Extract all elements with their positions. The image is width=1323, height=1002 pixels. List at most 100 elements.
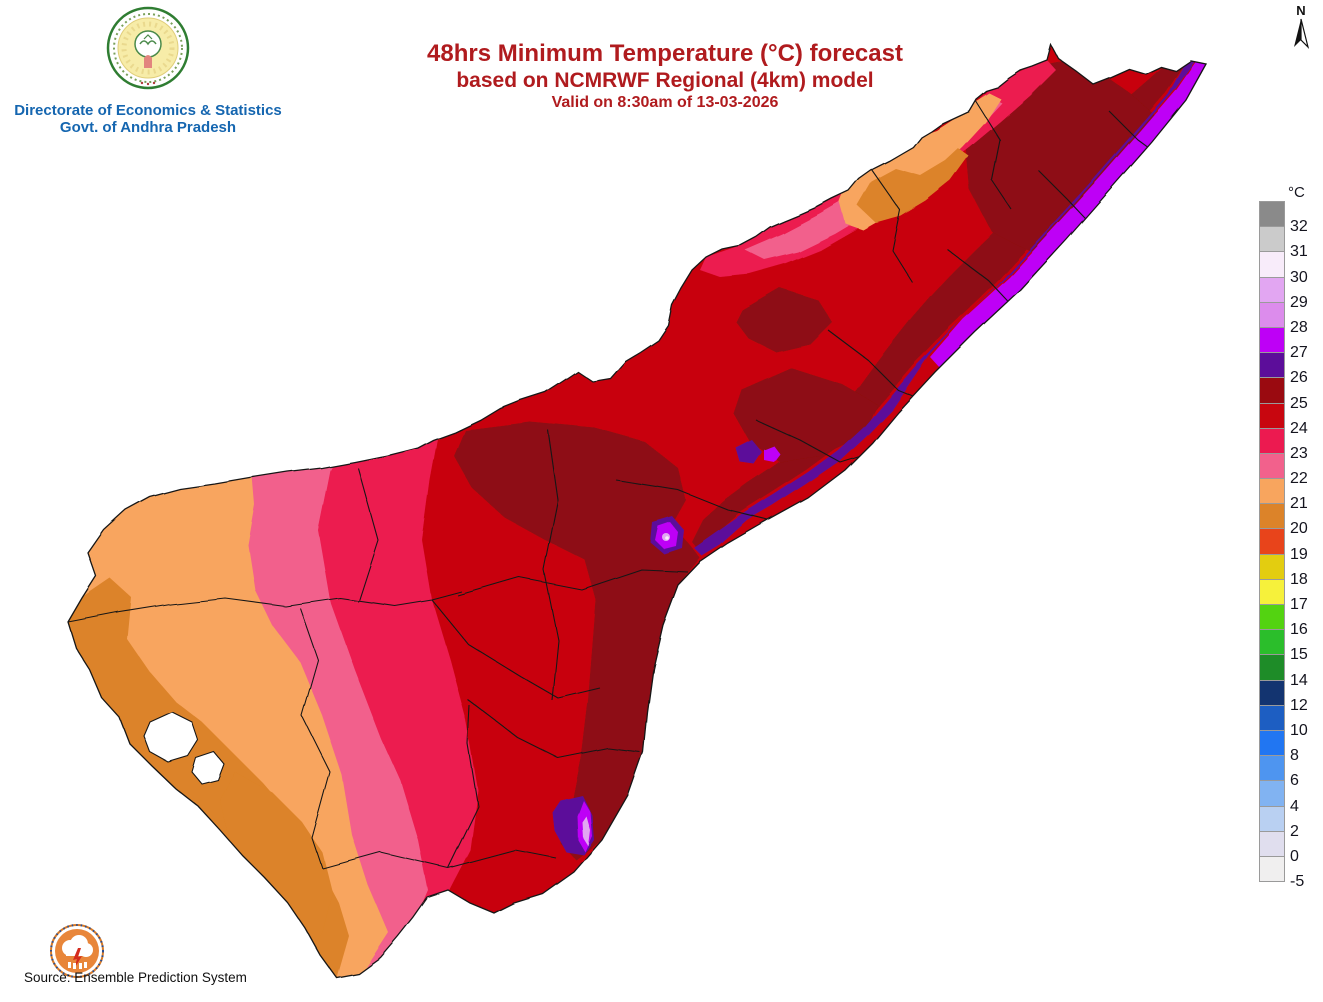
legend-entry: 4	[1259, 780, 1299, 815]
temp-band-25-26	[734, 368, 877, 462]
legend-value-label: 21	[1290, 495, 1308, 513]
legend-swatch	[1259, 427, 1285, 454]
legend-swatch	[1259, 276, 1285, 303]
legend-value-label: 18	[1290, 570, 1308, 588]
legend-entry: 27	[1259, 326, 1308, 361]
temp-band-30plus	[665, 536, 669, 540]
enclave-hole	[191, 751, 225, 785]
legend-entry: 32	[1259, 201, 1308, 235]
legend-entry: 0	[1259, 830, 1299, 865]
temp-band-20-21	[220, 772, 332, 976]
legend-value-label: 32	[1290, 218, 1308, 236]
north-arrow: N	[1286, 4, 1316, 54]
legend-swatch	[1259, 301, 1285, 328]
temp-band-28-30	[582, 816, 590, 846]
legend-entry: 26	[1259, 352, 1308, 386]
legend-entry: 6	[1259, 755, 1299, 789]
temp-band-26-27	[736, 440, 762, 464]
temp-band-27-28	[1172, 62, 1206, 108]
legend-swatch	[1259, 729, 1285, 757]
legend-value-label: 24	[1290, 419, 1308, 437]
north-label: N	[1296, 3, 1306, 18]
legend-swatch	[1259, 755, 1285, 782]
legend-entry: 25	[1259, 377, 1308, 412]
legend-value-label: 16	[1290, 621, 1308, 639]
legend-swatch	[1259, 226, 1285, 253]
legend-value-label: 2	[1290, 822, 1299, 840]
legend-entry: 23	[1259, 427, 1308, 462]
legend-value-label: 6	[1290, 772, 1299, 790]
legend-swatch	[1259, 604, 1285, 631]
legend-entry: 12	[1259, 679, 1308, 714]
legend-entry: 15	[1259, 629, 1308, 663]
legend-entry: 20	[1259, 503, 1308, 537]
legend-swatch	[1259, 780, 1285, 807]
legend-swatch	[1259, 402, 1285, 429]
legend-value-label: 17	[1290, 596, 1308, 613]
legend-swatch	[1259, 251, 1285, 278]
legend-value-label: 12	[1290, 696, 1308, 714]
legend-swatch	[1259, 326, 1285, 354]
legend-value-label: 20	[1290, 520, 1308, 538]
legend-value-label: 30	[1290, 268, 1308, 286]
legend-swatch	[1259, 679, 1285, 706]
legend-swatch	[1259, 629, 1285, 656]
legend-entry: 30	[1259, 251, 1308, 286]
legend-swatch	[1259, 201, 1285, 228]
org-block: Directorate of Economics & Statistics Go…	[8, 6, 288, 136]
temp-band-27-28	[764, 446, 780, 462]
legend-entry: 2	[1259, 805, 1299, 840]
legend-swatch	[1259, 805, 1285, 832]
legend-unit-label: °C	[1288, 184, 1305, 201]
legend-entries: 32 31 30 29 28 27 26 25 24 23 22 21 20 19 18 17 16 15 14 12…	[1259, 201, 1308, 890]
map-title-block: 48hrs Minimum Temperature (°C) forecast …	[340, 40, 990, 113]
legend-entry: 10	[1259, 704, 1308, 739]
legend-entry: 19	[1259, 528, 1308, 563]
legend-value-label: 25	[1290, 394, 1308, 412]
legend-entry: 14	[1259, 654, 1308, 689]
legend-value-label: 14	[1290, 671, 1308, 689]
temp-band-25-26	[736, 288, 832, 352]
state-outline	[67, 44, 1208, 978]
legend-swatch	[1259, 503, 1285, 530]
legend-swatch	[1259, 377, 1285, 404]
org-name-line2: Govt. of Andhra Pradesh	[59, 119, 237, 136]
legend-swatch	[1259, 553, 1285, 580]
legend-value-label: 26	[1290, 369, 1308, 387]
legend-entry: 28	[1259, 301, 1308, 336]
valid-time-label: Valid on 8:30am of 13-03-2026	[551, 94, 779, 111]
legend-swatch	[1259, 578, 1285, 605]
legend-value-label: 27	[1290, 344, 1308, 362]
enclave-hole	[143, 711, 199, 763]
legend-entry: 29	[1259, 276, 1308, 311]
legend-entry: 24	[1259, 402, 1308, 437]
legend-entry: 21	[1259, 478, 1308, 512]
legend-entry: 18	[1259, 553, 1308, 588]
legend-entry: -5	[1259, 855, 1304, 890]
legend-entry: 31	[1259, 226, 1308, 260]
legend-value-label: 31	[1290, 243, 1308, 261]
legend-value-label: 19	[1290, 545, 1308, 563]
legend-value-label: 0	[1290, 847, 1299, 865]
legend-entry: 16	[1259, 604, 1308, 638]
legend-value-label: 10	[1290, 721, 1308, 739]
source-text: Source: Ensemble Prediction System	[24, 970, 247, 985]
legend-value-label: 22	[1290, 470, 1308, 488]
temp-band-20-21-arm	[858, 149, 969, 223]
legend-entry: 8	[1259, 729, 1299, 764]
temp-band-25-26	[454, 422, 700, 860]
legend-swatch	[1259, 704, 1285, 731]
legend-value-label: 4	[1290, 797, 1299, 815]
legend-swatch	[1259, 452, 1285, 480]
legend-swatch	[1259, 528, 1285, 555]
page-title: 48hrs Minimum Temperature (°C) forecast	[427, 40, 903, 67]
legend-swatch	[1259, 352, 1285, 379]
legend-swatch	[1259, 855, 1285, 883]
ncmrwf-logo	[50, 924, 104, 978]
ap-government-emblem	[106, 6, 190, 90]
org-name: Directorate of Economics & Statistics Go…	[8, 102, 288, 136]
legend-swatch	[1259, 830, 1285, 857]
legend-value-label: -5	[1290, 873, 1305, 891]
